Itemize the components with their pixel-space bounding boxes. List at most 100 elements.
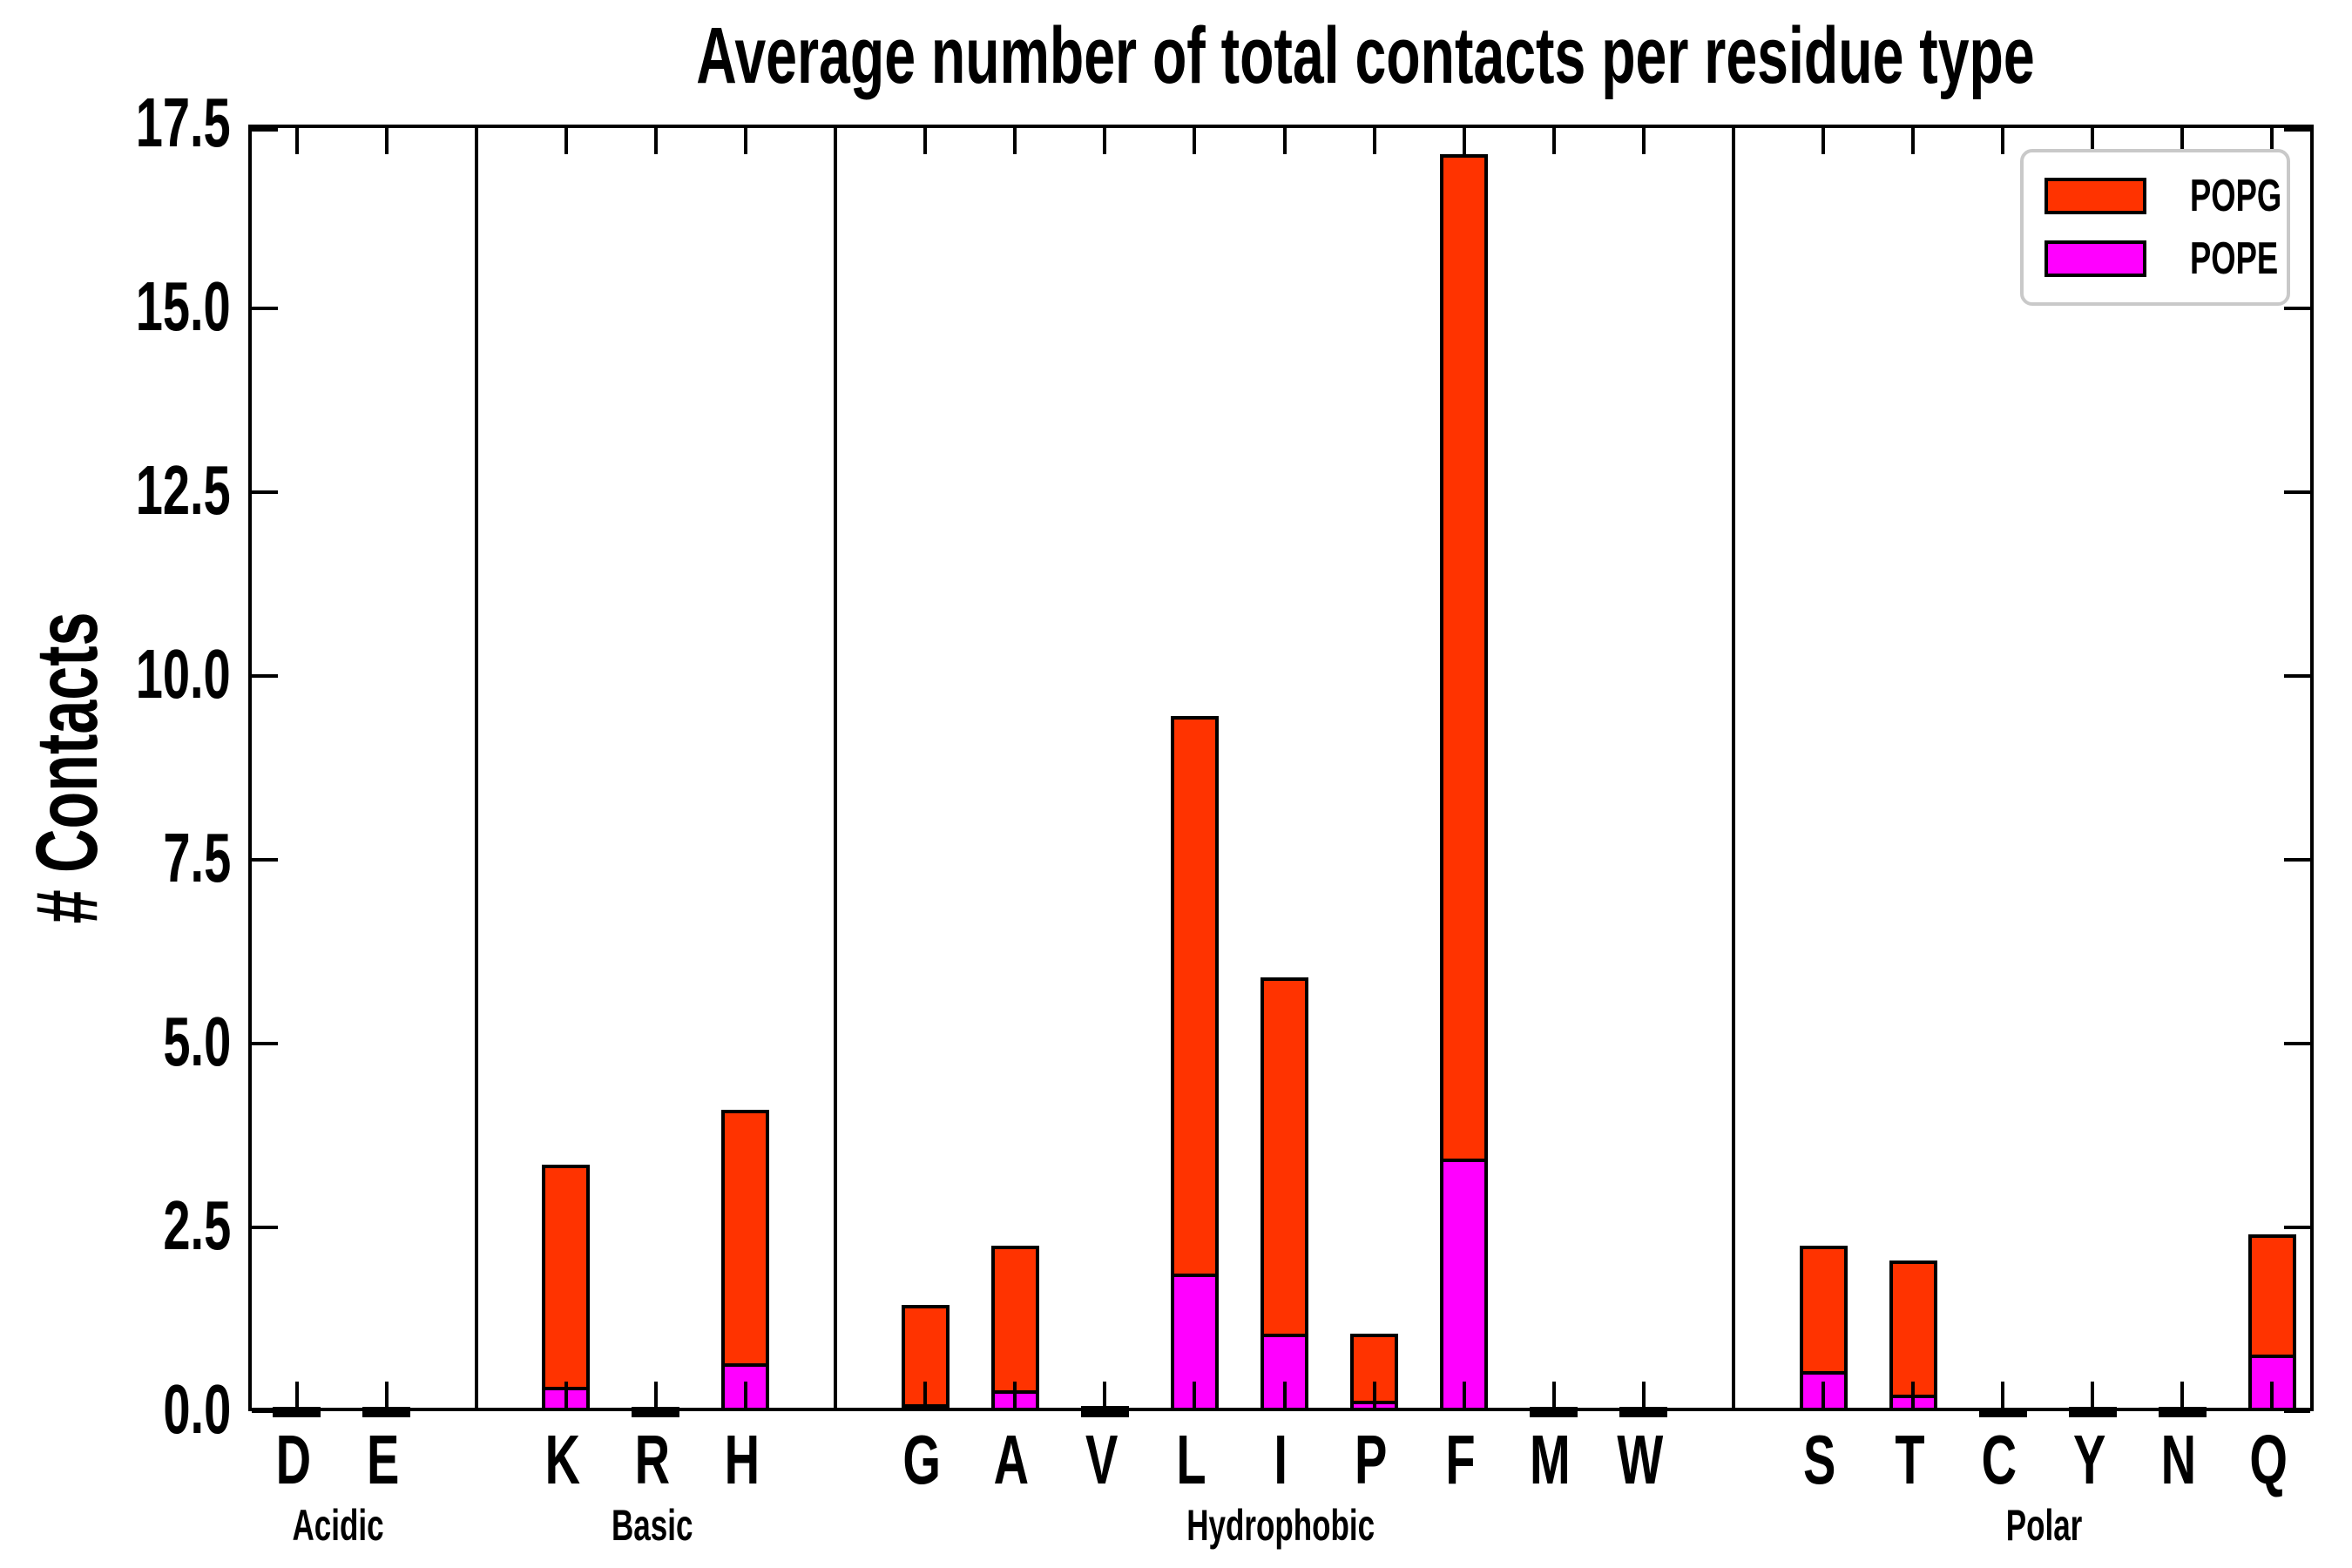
x-tick-bottom-R <box>653 1382 658 1408</box>
x-tick-top-L <box>1193 128 1197 154</box>
y-tick-label-text: 0.0 <box>163 1370 231 1448</box>
y-tick-label-17.5: 17.5 <box>13 88 231 158</box>
bar-segment-popg-A <box>990 1246 1039 1395</box>
x-tick-label-text: R <box>634 1421 671 1498</box>
x-tick-top-G <box>923 128 928 154</box>
x-tick-label-text: Y <box>2072 1421 2105 1498</box>
x-tick-label-text: I <box>1274 1421 1288 1498</box>
group-label-text: Basic <box>612 1501 693 1550</box>
x-tick-label-text: L <box>1176 1421 1206 1498</box>
legend-entry-pope: POPE <box>2044 234 2278 283</box>
bar-segment-popg-T <box>1889 1260 1937 1399</box>
x-tick-bottom-Q <box>2270 1382 2274 1408</box>
y-tick-right-17.5 <box>2284 128 2310 132</box>
x-tick-label-text: A <box>994 1421 1030 1498</box>
y-tick-label-10.0: 10.0 <box>13 639 231 709</box>
y-tick-left-2.5 <box>252 1226 278 1229</box>
y-tick-left-10 <box>252 674 278 678</box>
y-tick-label-2.5: 2.5 <box>13 1191 231 1260</box>
y-tick-left-0 <box>252 1409 278 1413</box>
bar-segment-popg-I <box>1260 977 1308 1338</box>
x-tick-label-text: K <box>544 1421 581 1498</box>
legend: POPG POPE <box>2020 149 2290 306</box>
x-tick-label-text: H <box>724 1421 760 1498</box>
x-tick-label-P: P <box>1310 1425 1432 1495</box>
x-tick-top-A <box>1013 128 1017 154</box>
bar-segment-pope-F <box>1440 1158 1489 1411</box>
x-tick-bottom-F <box>1462 1382 1466 1408</box>
x-tick-top-P <box>1372 128 1376 154</box>
x-tick-label-text: G <box>902 1421 941 1498</box>
x-tick-bottom-C <box>2001 1382 2005 1408</box>
x-tick-label-N: N <box>2118 1425 2240 1495</box>
x-tick-label-W: W <box>1579 1425 1701 1495</box>
x-tick-bottom-E <box>384 1382 389 1408</box>
y-tick-label-text: 12.5 <box>136 451 231 529</box>
group-separator-line <box>834 128 838 1408</box>
legend-label-popg: POPG <box>2190 171 2282 221</box>
bar-segment-popg-F <box>1440 153 1489 1162</box>
legend-entry-popg: POPG <box>2044 172 2281 220</box>
bar-segment-popg-R <box>632 1407 680 1415</box>
x-tick-label-G: G <box>861 1425 983 1495</box>
x-tick-label-text: M <box>1530 1421 1571 1498</box>
x-tick-bottom-M <box>1551 1382 1556 1408</box>
bar-segment-popg-G <box>901 1304 950 1408</box>
bar-segment-popg-H <box>721 1109 770 1368</box>
y-tick-right-5 <box>2284 1042 2310 1045</box>
chart-title: Average number of total contacts per res… <box>409 12 2152 99</box>
y-tick-left-17.5 <box>252 128 278 132</box>
x-tick-top-E <box>384 128 389 154</box>
x-tick-top-I <box>1282 128 1287 154</box>
x-tick-label-F: F <box>1400 1425 1522 1495</box>
y-tick-label-5.0: 5.0 <box>13 1007 231 1077</box>
legend-label-pope: POPE <box>2190 233 2279 284</box>
x-tick-top-Y <box>2091 128 2095 154</box>
x-tick-label-L: L <box>1130 1425 1252 1495</box>
x-tick-label-text: T <box>1894 1421 1925 1498</box>
y-tick-right-2.5 <box>2284 1226 2310 1229</box>
x-tick-top-C <box>2001 128 2005 154</box>
x-tick-bottom-K <box>564 1382 568 1408</box>
y-tick-right-12.5 <box>2284 490 2310 494</box>
group-label-Acidic: Acidic <box>164 1502 512 1549</box>
bar-segment-pope-L <box>1170 1274 1219 1411</box>
x-tick-label-T: T <box>1848 1425 1970 1495</box>
x-tick-label-C: C <box>1938 1425 2060 1495</box>
plot-area <box>248 125 2314 1417</box>
x-tick-label-I: I <box>1220 1425 1342 1495</box>
x-tick-label-text: E <box>366 1421 400 1498</box>
y-tick-right-10 <box>2284 674 2310 678</box>
x-tick-label-Q: Q <box>2207 1425 2329 1495</box>
chart-title-text: Average number of total contacts per res… <box>696 11 2035 100</box>
x-tick-label-K: K <box>502 1425 624 1495</box>
x-tick-top-R <box>653 128 658 154</box>
x-tick-label-D: D <box>233 1425 355 1495</box>
group-label-text: Acidic <box>292 1501 384 1550</box>
bar-segment-popg-S <box>1799 1246 1848 1375</box>
group-separator-line <box>474 128 478 1408</box>
x-tick-bottom-G <box>923 1382 928 1408</box>
x-tick-top-T <box>1911 128 1916 154</box>
x-tick-top-F <box>1462 128 1466 154</box>
y-tick-left-15 <box>252 307 278 310</box>
x-tick-bottom-T <box>1911 1382 1916 1408</box>
legend-swatch-pope <box>2044 240 2146 277</box>
x-tick-top-H <box>743 128 747 154</box>
x-tick-bottom-L <box>1193 1382 1197 1408</box>
x-tick-label-A: A <box>950 1425 1072 1495</box>
group-label-Hydrophobic: Hydrophobic <box>1107 1502 1456 1549</box>
x-tick-label-text: C <box>1981 1421 2017 1498</box>
x-tick-label-text: D <box>275 1421 311 1498</box>
x-tick-bottom-W <box>1641 1382 1646 1408</box>
group-label-Polar: Polar <box>1870 1502 2219 1549</box>
x-tick-label-H: H <box>681 1425 803 1495</box>
x-tick-bottom-H <box>743 1382 747 1408</box>
x-tick-label-V: V <box>1040 1425 1162 1495</box>
x-tick-bottom-I <box>1282 1382 1287 1408</box>
bar-segment-popg-Y <box>2068 1407 2117 1415</box>
y-tick-left-7.5 <box>252 858 278 862</box>
group-label-Basic: Basic <box>478 1502 827 1549</box>
x-tick-top-D <box>294 128 299 154</box>
y-tick-right-7.5 <box>2284 858 2310 862</box>
